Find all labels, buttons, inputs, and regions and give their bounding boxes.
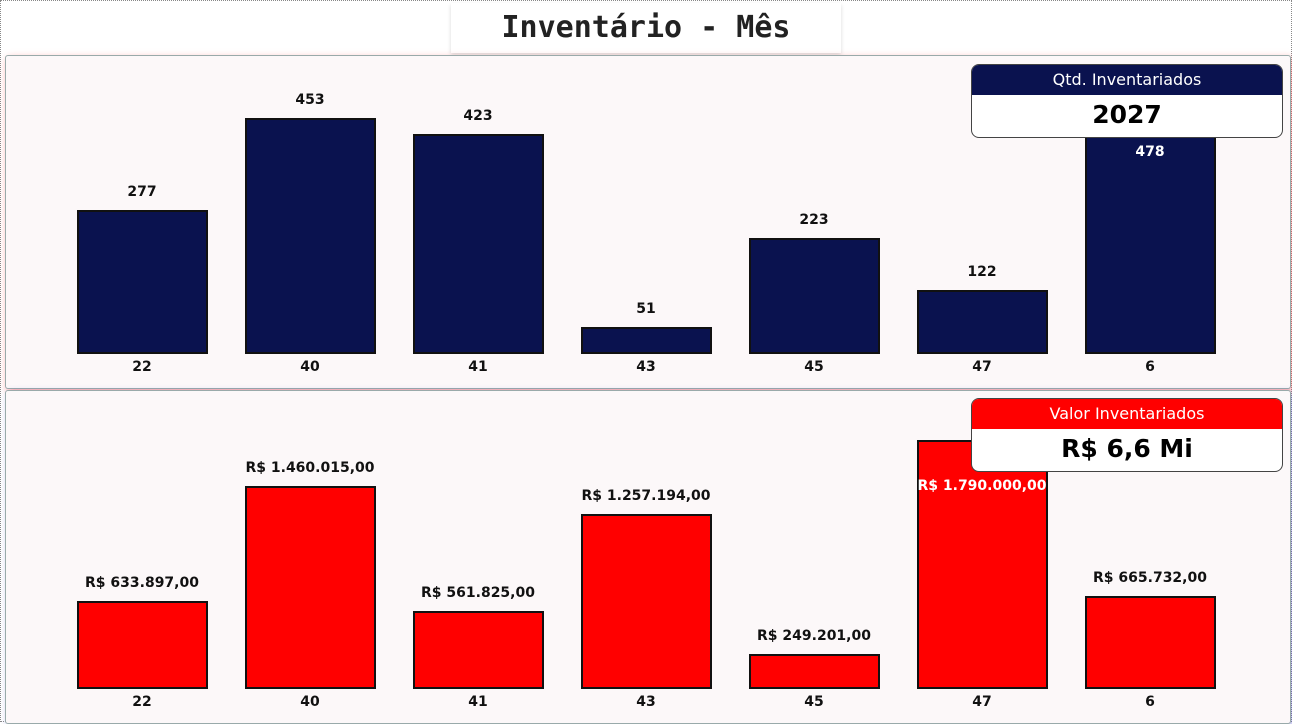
- bar-valor-22[interactable]: [77, 600, 208, 689]
- category-label: 6: [1145, 359, 1155, 375]
- data-label: R$ 665.732,00: [1093, 570, 1207, 587]
- page-title: Inventário - Mês Atual: [451, 3, 841, 95]
- data-label: 453: [295, 92, 325, 108]
- data-label: R$ 1.460.015,00: [245, 460, 375, 476]
- data-label: 51: [636, 301, 656, 318]
- category-label: 40: [300, 359, 320, 375]
- bar-qtd-6[interactable]: [1085, 104, 1216, 354]
- bar-valor-6[interactable]: [1085, 596, 1216, 689]
- data-label: R$ 1.790.000,00: [917, 478, 1047, 494]
- data-label: R$ 633.897,00: [85, 574, 199, 591]
- category-label: 43: [636, 359, 656, 375]
- data-label: R$ 1.257.194,00: [581, 488, 711, 505]
- bar-valor-43[interactable]: [581, 514, 712, 689]
- bar-qtd-22[interactable]: [77, 209, 208, 354]
- bar-qtd-40[interactable]: [245, 118, 376, 354]
- bar-qtd-45[interactable]: [749, 237, 880, 354]
- category-label: 6: [1145, 694, 1155, 710]
- data-label: 122: [967, 264, 997, 281]
- bar-valor-47[interactable]: [917, 440, 1048, 689]
- bar-qtd-43[interactable]: [581, 327, 712, 354]
- data-label: 423: [463, 107, 493, 124]
- bar-valor-41[interactable]: [413, 610, 544, 689]
- qtd-card: Qtd. Inventariados 2027: [971, 64, 1283, 138]
- valor-card: Valor Inventariados R$ 6,6 Mi: [971, 398, 1283, 472]
- valor-card-value: R$ 6,6 Mi: [1061, 434, 1193, 463]
- bar-qtd-47[interactable]: [917, 290, 1048, 354]
- category-label: 47: [972, 694, 992, 710]
- qtd-card-value: 2027: [1092, 100, 1162, 129]
- quantity-chart-panel: Qtd. Inventariados 2027 277 22 453 40 423 41 5…: [5, 55, 1291, 389]
- category-label: 22: [132, 359, 152, 375]
- data-label: R$ 561.825,00: [421, 584, 535, 601]
- bar-qtd-41[interactable]: [413, 133, 544, 354]
- data-label: 223: [799, 211, 829, 228]
- category-label: 47: [972, 359, 992, 375]
- category-label: 45: [804, 359, 824, 375]
- category-label: 45: [804, 694, 824, 710]
- category-label: 40: [300, 694, 320, 710]
- value-chart-panel: Valor Inventariados R$ 6,6 Mi R$ 633.897…: [5, 390, 1291, 724]
- data-label: R$ 249.201,00: [757, 628, 871, 645]
- category-label: 41: [468, 694, 488, 710]
- category-label: 41: [468, 359, 488, 375]
- bar-valor-40[interactable]: [245, 486, 376, 689]
- valor-card-label: Valor Inventariados: [972, 399, 1282, 429]
- category-label: 22: [132, 694, 152, 710]
- bar-valor-45[interactable]: [749, 654, 880, 689]
- category-label: 43: [636, 694, 656, 710]
- data-label: 277: [127, 183, 157, 200]
- qtd-card-label: Qtd. Inventariados: [972, 65, 1282, 95]
- data-label: 478: [1135, 144, 1165, 160]
